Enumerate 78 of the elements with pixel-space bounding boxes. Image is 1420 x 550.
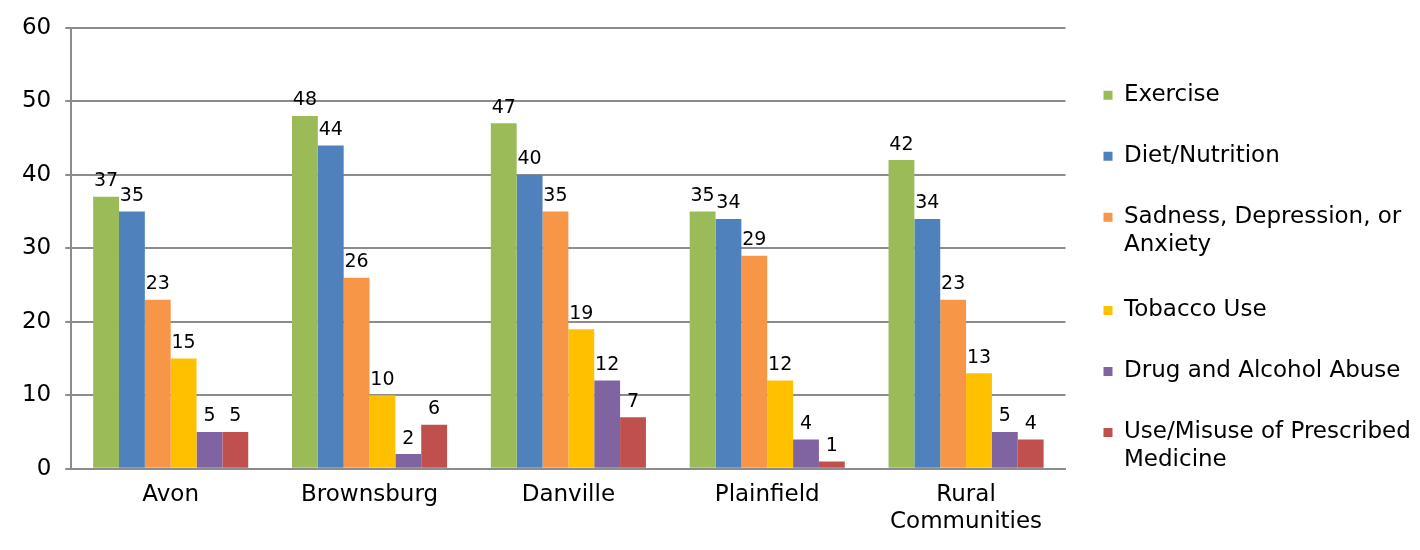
bar — [1017, 439, 1044, 468]
bar — [291, 116, 318, 468]
data-label: 4 — [1024, 410, 1037, 433]
data-label: 13 — [966, 344, 992, 367]
bar — [118, 211, 145, 468]
data-label: 48 — [292, 87, 318, 110]
data-label: 5 — [203, 403, 216, 426]
bar — [516, 174, 543, 468]
bar — [170, 358, 197, 468]
data-label: 23 — [145, 271, 170, 294]
bar — [888, 160, 915, 468]
bar — [620, 417, 646, 468]
data-label: 47 — [491, 94, 516, 117]
bar — [395, 454, 422, 468]
data-label: 26 — [344, 249, 369, 272]
bar — [93, 196, 119, 468]
legend-label: Exercise — [1124, 80, 1220, 107]
data-label: 35 — [119, 182, 145, 205]
y-tick-label: 0 — [36, 453, 52, 480]
legend-label: Use/Misuse of Prescribed Medicine — [1124, 417, 1411, 472]
legend-label: Tobacco Use — [1123, 295, 1267, 322]
data-label: 15 — [171, 329, 196, 352]
bar — [490, 123, 517, 468]
data-label: 5 — [998, 403, 1011, 426]
data-label: 40 — [517, 146, 542, 169]
y-tick-label: 60 — [21, 12, 52, 39]
bar — [818, 461, 845, 468]
bar — [991, 432, 1018, 468]
x-tick-label: Avon — [142, 479, 200, 506]
data-label: 37 — [93, 168, 119, 191]
bar — [767, 380, 794, 468]
data-label: 12 — [595, 352, 620, 375]
bar — [689, 211, 716, 468]
legend-label: Drug and Alcohol Abuse — [1124, 356, 1401, 383]
data-label: 35 — [543, 182, 568, 205]
data-label: 5 — [229, 403, 242, 426]
bar — [421, 424, 448, 468]
data-label: 12 — [768, 352, 793, 375]
data-label: 44 — [318, 116, 343, 139]
bar — [343, 277, 370, 468]
data-label: 19 — [569, 300, 594, 323]
x-tick-label: Danville — [521, 479, 616, 506]
bar — [222, 432, 249, 468]
bar — [715, 218, 742, 468]
x-tick-label: Rural Communities — [890, 479, 1043, 534]
y-tick-label: 10 — [21, 380, 52, 407]
y-tick-label: 50 — [21, 86, 52, 113]
data-label: 6 — [428, 396, 441, 419]
data-label: 2 — [402, 425, 415, 448]
bar — [317, 145, 344, 468]
data-label: 34 — [915, 190, 940, 213]
bar — [594, 380, 621, 468]
y-tick-label: 30 — [21, 233, 52, 260]
data-label: 29 — [742, 227, 767, 250]
legend-label: Sadness, Depression, or Anxiety — [1124, 202, 1402, 256]
data-label: 23 — [941, 271, 966, 294]
bar — [741, 255, 768, 468]
data-label: 34 — [716, 190, 741, 213]
bar — [914, 218, 941, 468]
bar — [793, 439, 819, 468]
y-tick-label: 40 — [21, 159, 52, 186]
data-label: 35 — [690, 182, 715, 205]
y-tick-label: 20 — [21, 306, 52, 333]
bar — [144, 299, 171, 468]
bar — [542, 211, 569, 468]
x-tick-label: Brownsburg — [301, 479, 439, 506]
data-label: 1 — [825, 432, 838, 455]
bar — [568, 329, 595, 468]
data-label: 7 — [626, 388, 640, 411]
data-label: 4 — [799, 410, 813, 433]
bar — [966, 373, 992, 468]
bar — [940, 299, 967, 468]
bar — [196, 432, 223, 468]
legend-label: Diet/Nutrition — [1124, 141, 1280, 168]
x-tick-label: Plainfield — [714, 479, 820, 506]
data-label: 42 — [889, 131, 914, 154]
data-label: 10 — [370, 366, 395, 389]
bar — [369, 395, 396, 468]
